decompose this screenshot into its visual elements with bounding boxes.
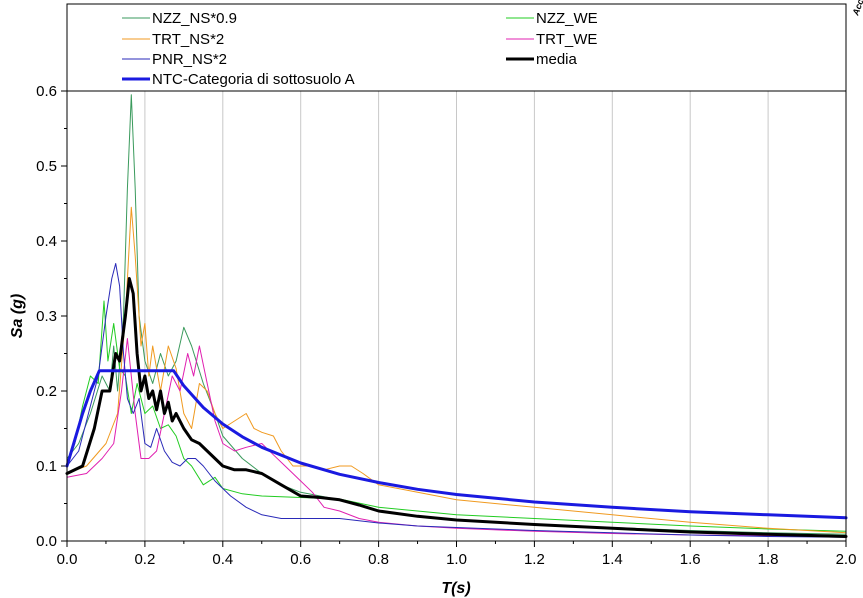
y-tick-label: 0.6 — [36, 83, 57, 100]
y-axis-title: Sa (g) — [9, 294, 26, 338]
legend-label: NZZ_WE — [536, 10, 598, 27]
corner-label: Acc — [850, 0, 863, 18]
y-axis-ticks: 0.0 0.1 0.2 0.3 0.4 0.5 0.6 — [36, 83, 67, 550]
plot-frame — [66, 90, 847, 542]
legend-label: TRT_WE — [536, 31, 597, 48]
y-tick-label: 0.4 — [36, 233, 57, 250]
x-tick-label: 1.6 — [680, 551, 701, 568]
series-line-4 — [66, 263, 847, 538]
x-tick-label: 1.2 — [524, 551, 545, 568]
x-tick-label: 2.0 — [836, 551, 857, 568]
x-tick-label: 1.4 — [602, 551, 623, 568]
legend-items: NZZ_NS*0.9 NZZ_WE TRT_NS*2 TRT_WE PNR_NS*2 me… — [122, 10, 598, 88]
x-tick-label: 0.8 — [368, 551, 389, 568]
legend-label: TRT_NS*2 — [152, 31, 224, 48]
x-tick-label: 1.8 — [758, 551, 779, 568]
x-tick-label: 1.0 — [446, 551, 467, 568]
series-line-1 — [66, 300, 847, 532]
legend-label: NTC-Categoria di sottosuolo A — [152, 71, 355, 88]
x-tick-label: 0.4 — [212, 551, 233, 568]
legend-label: PNR_NS*2 — [152, 51, 227, 68]
y-tick-label: 0.5 — [36, 158, 57, 175]
x-axis-title: T(s) — [441, 580, 470, 597]
y-tick-label: 0.1 — [36, 458, 57, 475]
x-tick-label: 0.2 — [134, 551, 155, 568]
series-line-2 — [66, 206, 847, 534]
x-axis-ticks: 0.0 0.2 0.4 0.6 0.8 1.0 1.2 1.4 1.6 1.8 2.0 — [57, 541, 857, 568]
x-tick-label: 0.0 — [57, 551, 78, 568]
y-tick-label: 0.2 — [36, 383, 57, 400]
y-tick-label: 0.0 — [36, 533, 57, 550]
x-tick-label: 0.6 — [290, 551, 311, 568]
series-line-5 — [65, 277, 848, 538]
legend: NZZ_NS*0.9 NZZ_WE TRT_NS*2 TRT_WE PNR_NS*2 me… — [66, 3, 847, 92]
y-tick-label: 0.3 — [36, 308, 57, 325]
legend-box — [66, 3, 847, 92]
legend-label: media — [536, 51, 578, 68]
series-line-6 — [65, 369, 848, 520]
legend-label: NZZ_NS*0.9 — [152, 10, 237, 27]
series-lines — [65, 94, 848, 538]
